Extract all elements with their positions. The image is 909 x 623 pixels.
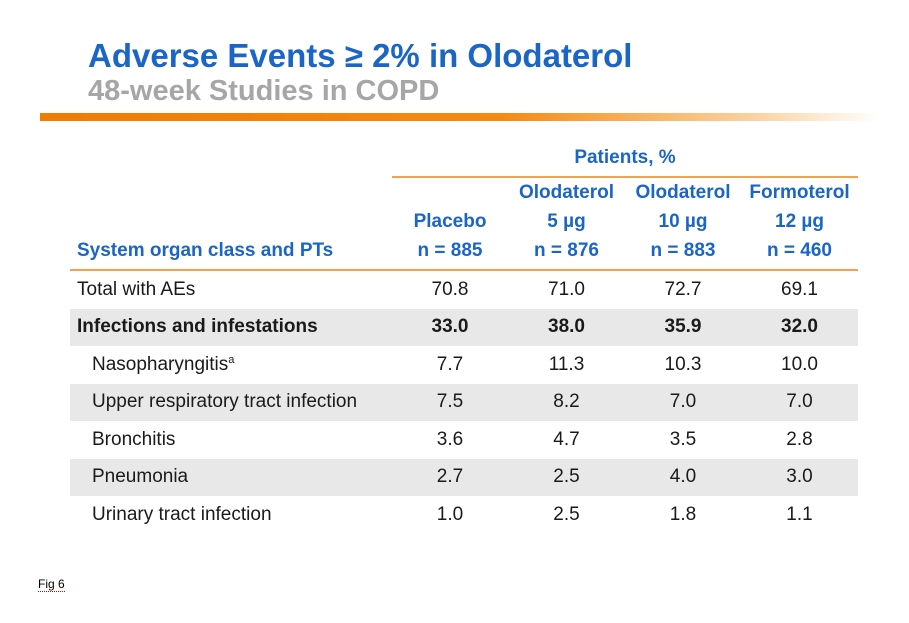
- column-header-line: 5 µg: [547, 211, 586, 232]
- table-cell: 70.8: [431, 278, 469, 300]
- table-cell: 8.2: [508, 383, 625, 421]
- row-label: Pneumonia: [70, 458, 392, 496]
- table-cell: 69.1: [781, 278, 818, 300]
- figure-label: Fig 6: [38, 577, 65, 592]
- table-cell: 71.0: [548, 278, 585, 300]
- table-cell: 2.5: [553, 503, 580, 525]
- row-label: Urinary tract infection: [92, 503, 272, 525]
- column-header-olodaterol-5: Olodaterol 5 µg n = 876: [508, 177, 625, 271]
- column-header-formoterol-12: Formoterol 12 µg n = 460: [741, 177, 858, 271]
- table-cell: 72.7: [664, 278, 702, 300]
- table-cell: 4.0: [625, 458, 741, 496]
- table-row: Urinary tract infection 1.0 2.5 1.8 1.1: [70, 496, 858, 534]
- table-row: Infections and infestations 33.0 38.0 35…: [70, 308, 858, 346]
- table-cell: 3.6: [436, 428, 464, 450]
- table-cell: 7.5: [392, 383, 508, 421]
- blank-corner-cell: [70, 140, 392, 177]
- column-header-line: Olodaterol: [635, 182, 731, 203]
- table-cell: 1.0: [436, 503, 464, 525]
- row-label: Bronchitis: [92, 428, 176, 450]
- row-label: Infections and infestations: [70, 308, 392, 346]
- table-cell: 32.0: [741, 308, 858, 346]
- table-row: Bronchitis 3.6 4.7 3.5 2.8: [70, 421, 858, 459]
- table-cell: 4.7: [553, 428, 580, 450]
- table-cell: 7.7: [436, 353, 464, 375]
- column-header-line: n = 883: [650, 240, 716, 261]
- table-cell: 10.0: [781, 353, 818, 375]
- slide-subtitle: 48-week Studies in COPD: [88, 75, 440, 107]
- table-cell: 10.3: [664, 353, 702, 375]
- group-header-patients: Patients, %: [392, 140, 858, 178]
- row-label: Upper respiratory tract infection: [70, 383, 392, 421]
- column-header-olodaterol-10: Olodaterol 10 µg n = 883: [625, 177, 741, 271]
- table-cell: 2.7: [392, 458, 508, 496]
- table-cell: 38.0: [508, 308, 625, 346]
- table-cell: 7.0: [625, 383, 741, 421]
- orange-divider: [40, 113, 880, 121]
- column-header-line: Placebo: [413, 211, 487, 232]
- row-label: Total with AEs: [77, 278, 196, 300]
- table-cell: 7.0: [741, 383, 858, 421]
- table-cell: 2.5: [508, 458, 625, 496]
- row-label: Nasopharyngitis: [92, 353, 229, 375]
- column-header-system-organ-class: System organ class and PTs: [70, 177, 392, 271]
- table-cell: 3.5: [669, 428, 697, 450]
- table-row: Upper respiratory tract infection 7.5 8.…: [70, 383, 858, 421]
- column-header-line: n = 460: [767, 240, 832, 261]
- table-cell: 1.8: [669, 503, 697, 525]
- table-cell: 1.1: [786, 503, 813, 525]
- table-cell: 11.3: [548, 353, 585, 375]
- table-cell: 3.0: [741, 458, 858, 496]
- table-cell: 33.0: [392, 308, 508, 346]
- table-row: Nasopharyngitisa 7.7 11.3 10.3 10.0: [70, 346, 858, 384]
- adverse-events-table: Patients, % System organ class and PTs P…: [70, 140, 858, 534]
- footnote-marker: a: [228, 353, 235, 366]
- row-label-cell: Nasopharyngitisa: [70, 346, 392, 384]
- table-row: Total with AEs 70.8 71.0 72.7 69.1: [70, 270, 858, 309]
- table-cell: 35.9: [625, 308, 741, 346]
- column-header-line: 12 µg: [775, 211, 824, 232]
- column-header-line: n = 876: [534, 240, 599, 261]
- slide-title: Adverse Events ≥ 2% in Olodaterol: [88, 37, 633, 74]
- column-header-line: Olodaterol: [518, 182, 614, 203]
- column-header-line: 10 µg: [658, 211, 708, 232]
- column-header-placebo: Placebo n = 885: [392, 177, 508, 271]
- table-cell: 2.8: [786, 428, 813, 450]
- column-header-line: Formoterol: [749, 182, 850, 203]
- table-row: Pneumonia 2.7 2.5 4.0 3.0: [70, 458, 858, 496]
- column-header-line: n = 885: [417, 240, 483, 261]
